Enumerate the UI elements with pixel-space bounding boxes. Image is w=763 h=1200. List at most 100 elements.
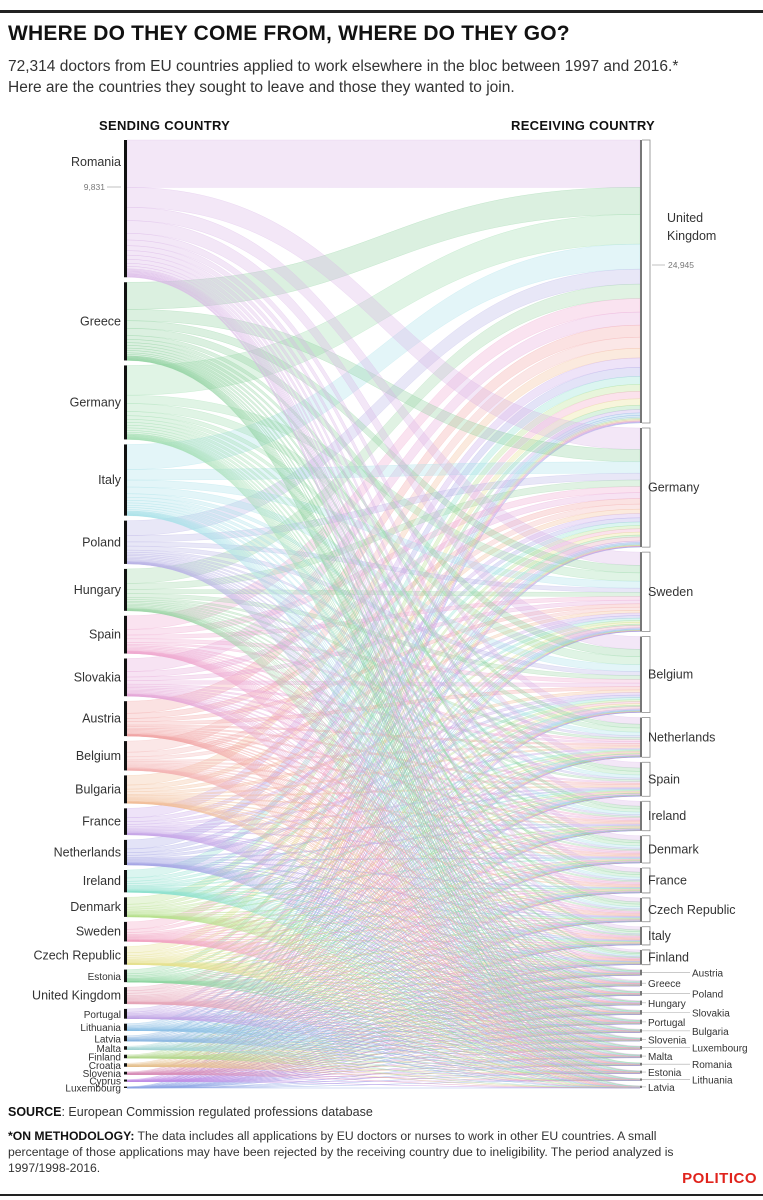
sending-bar-ireland [124,870,127,893]
sending-bar-germany [124,365,127,440]
sending-label-bulgaria: Bulgaria [75,782,121,796]
receiving-label-finland: Finland [648,950,689,964]
sending-label-united-kingdom: United Kingdom [32,989,121,1003]
sending-label-austria: Austria [82,712,121,726]
receiving-bar-latvia [640,1085,642,1088]
receiving-bar-lithuania [640,1078,642,1081]
receiving-label-latvia: Latvia [648,1083,675,1094]
source-label: SOURCE [8,1105,62,1119]
receiving-bar-slovakia [640,1010,642,1015]
sending-label-netherlands: Netherlands [54,845,121,859]
receiving-value-united-kingdom: 24,945 [668,260,694,270]
sending-bar-czech-republic [124,946,127,965]
receiving-label-malta: Malta [648,1052,673,1063]
receiving-bracket-italy [642,926,651,946]
receiving-label-luxembourg: Luxembourg [692,1044,748,1055]
sending-label-germany: Germany [70,395,122,409]
sending-bar-bulgaria [124,775,127,804]
sankey-chart: Romania 9,831 Greece Germany Italy Poland Hung… [32,139,748,1094]
receiving-label-france: France [648,873,687,887]
source-text: : European Commission regulated professi… [61,1105,373,1119]
receiving-label-belgium: Belgium [648,668,693,682]
receiving-label-austria: Austria [692,969,724,980]
receiving-bar-estonia [640,1070,642,1074]
sending-label-sweden: Sweden [76,925,121,939]
subtitle-line-2: Here are the countries they sought to le… [8,79,515,96]
sending-bar-slovakia [124,658,127,697]
receiving-bracket-united-kingdom [642,139,651,424]
methodology-note: *ON METHODOLOGY: The data includes all a… [8,1128,708,1176]
flow-luxembourg-to-lithuania [126,1080,641,1089]
sending-bar-france [124,808,127,835]
sending-label-hungary: Hungary [74,583,122,597]
receiving-nodes: United Kingdom 24,945 Germany Sweden Belgium N… [640,139,748,1094]
receiving-label-netherlands: Netherlands [648,730,715,744]
receiving-bar-netherlands [640,717,642,758]
sending-bar-luxembourg [124,1086,127,1088]
receiving-bar-finland [640,949,642,965]
receiving-bar-poland [640,991,642,996]
sending-label-lithuania: Lithuania [80,1023,121,1034]
receiving-bar-austria [640,969,642,976]
receiving-bar-greece [640,980,642,987]
receiving-bar-united-kingdom [640,140,642,423]
sending-bar-slovenia [124,1071,127,1075]
bottom-rule [0,1194,763,1196]
receiving-bar-ireland [640,801,642,831]
receiving-label-estonia: Estonia [648,1068,682,1079]
flow-romania-to-united-kingdom [126,139,641,188]
receiving-label-denmark: Denmark [648,842,699,856]
sending-value-romania: 9,831 [84,182,106,192]
receiving-bracket-ireland [642,800,651,832]
receiving-label-italy: Italy [648,929,672,943]
flow-bands [126,139,641,1089]
receiving-bracket-belgium [642,636,651,713]
source-note: SOURCE: European Commission regulated pr… [8,1105,373,1119]
sending-label-greece: Greece [80,314,121,328]
sending-bar-malta [124,1046,127,1050]
receiving-bracket-sweden [642,551,651,632]
sending-label-poland: Poland [82,535,121,549]
methodology-text: The data includes all applications by EU… [8,1129,674,1175]
chart-title: WHERE DO THEY COME FROM, WHERE DO THEY G… [8,22,570,45]
politico-logo: POLITICO [682,1170,757,1187]
sending-bar-estonia [124,969,127,983]
sending-bar-portugal [124,1008,127,1019]
sending-bar-lithuania [124,1023,127,1031]
receiving-bracket-spain [642,761,651,797]
receiving-bracket-czech-republic [642,897,651,923]
sending-bar-poland [124,520,127,564]
receiving-bar-sweden [640,552,642,632]
sending-label-slovakia: Slovakia [74,670,121,684]
sending-label-belgium: Belgium [76,749,121,763]
receiving-label-germany: Germany [648,481,700,495]
sending-label-ireland: Ireland [83,874,121,888]
sending-bar-hungary [124,568,127,611]
sending-bar-greece [124,282,127,361]
receiving-bar-bulgaria [640,1029,642,1033]
sending-bar-italy [124,444,127,516]
receiving-bracket-germany [642,427,651,548]
receiving-label-portugal: Portugal [648,1018,685,1029]
sending-label-france: France [82,815,121,829]
receiving-label-slovakia: Slovakia [692,1008,730,1019]
receiving-label-line: Kingdom [667,229,716,243]
receiving-bar-belgium [640,636,642,713]
receiving-label-lithuania: Lithuania [692,1076,733,1087]
sending-bar-cyprus [124,1079,127,1082]
receiving-bar-slovenia [640,1037,642,1041]
receiving-label-spain: Spain [648,772,680,786]
sending-label-cyprus: Cyprus [89,1077,121,1088]
sending-label-finland: Finland [88,1052,121,1063]
sending-country-heading: SENDING COUNTRY [99,118,231,133]
receiving-bracket-denmark [642,835,651,864]
sending-label-portugal: Portugal [84,1010,121,1021]
sending-bar-romania [124,140,127,278]
sending-label-czech-republic: Czech Republic [33,949,121,963]
sending-bar-sweden [124,921,127,942]
sending-bar-finland [124,1054,127,1059]
receiving-bar-france [640,867,642,893]
receiving-label-greece: Greece [648,979,681,990]
receiving-label-bulgaria: Bulgaria [692,1027,729,1038]
receiving-label-line: United [667,211,703,225]
